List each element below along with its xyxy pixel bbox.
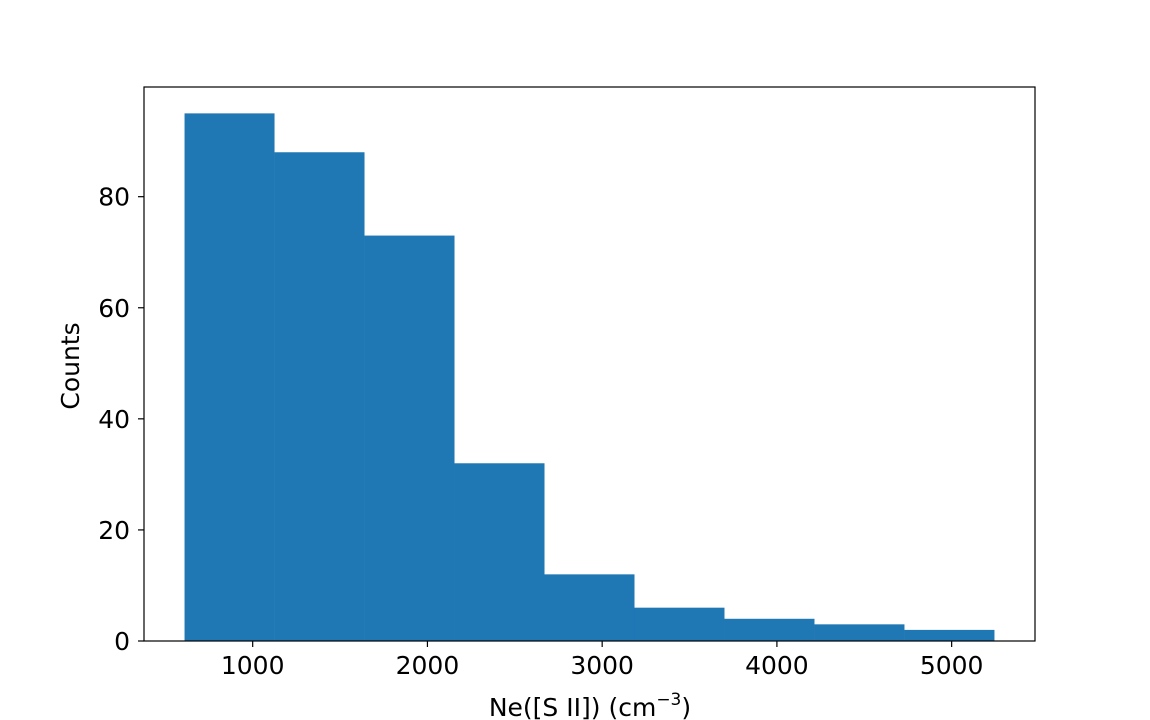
x-axis-label-main: Ne([S II]) (cm	[489, 693, 656, 720]
x-tick-label: 4000	[745, 651, 809, 680]
histogram-bar-3	[364, 235, 455, 642]
histogram-bar-5	[544, 574, 635, 641]
histogram-bar-6	[634, 607, 725, 641]
histogram-bar-9	[904, 629, 995, 641]
y-tick-label: 0	[114, 627, 130, 656]
y-axis-ticks: 0 20 40 60 80	[98, 183, 144, 656]
x-tick-label: 3000	[570, 651, 634, 680]
x-axis-ticks: 1000 2000 3000 4000 5000	[221, 641, 984, 680]
histogram-bar-1	[184, 113, 275, 641]
x-axis-label-superscript: −3	[656, 690, 681, 710]
x-axis-label: Ne([S II]) (cm−3)	[489, 690, 691, 720]
y-tick-label: 80	[98, 183, 130, 212]
bars-group	[184, 113, 995, 642]
histogram-bar-4	[454, 463, 545, 641]
y-tick-label: 20	[98, 516, 130, 545]
y-tick-label: 40	[98, 405, 130, 434]
histogram-bar-7	[724, 618, 815, 641]
x-tick-label: 5000	[920, 651, 984, 680]
histogram-bar-8	[814, 624, 905, 641]
y-tick-label: 60	[98, 294, 130, 323]
plot-frame	[143, 86, 1036, 642]
histogram-bar-2	[274, 152, 365, 641]
y-axis-label: Counts	[56, 322, 85, 409]
x-tick-label: 2000	[396, 651, 460, 680]
x-tick-label: 1000	[221, 651, 285, 680]
x-axis-label-suffix: )	[681, 693, 691, 720]
